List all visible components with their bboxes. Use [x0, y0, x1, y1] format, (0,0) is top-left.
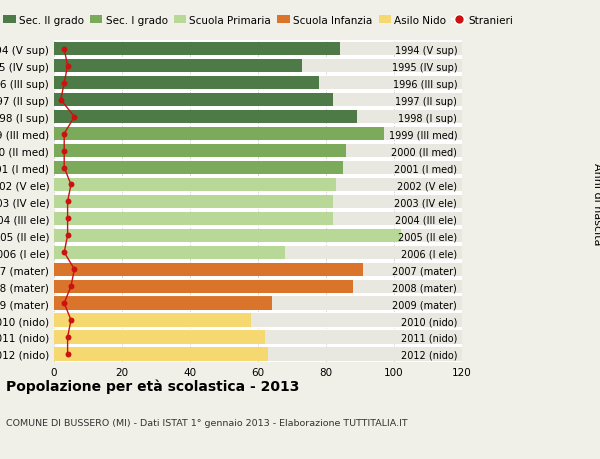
Bar [54, 43, 340, 56]
Bar [54, 196, 333, 208]
Point [63, 351, 73, 358]
Bar [54, 77, 462, 90]
Point [59, 164, 69, 172]
Point [59, 249, 69, 257]
Bar [54, 229, 462, 242]
Text: Popolazione per età scolastica - 2013: Popolazione per età scolastica - 2013 [6, 379, 299, 393]
Point [59, 80, 69, 87]
Bar [54, 297, 462, 310]
Bar [54, 43, 462, 56]
Bar [54, 297, 272, 310]
Bar [54, 145, 346, 158]
Point [66, 283, 76, 290]
Bar [54, 263, 364, 276]
Point [59, 147, 69, 155]
Point [63, 334, 73, 341]
Point [59, 300, 69, 307]
Bar [54, 179, 336, 192]
Bar [54, 162, 343, 175]
Bar [54, 263, 462, 276]
Bar [54, 280, 462, 293]
Bar [54, 314, 251, 327]
Bar [54, 314, 462, 327]
Bar [54, 212, 333, 225]
Bar [54, 330, 265, 344]
Point [66, 181, 76, 189]
Point [59, 131, 69, 138]
Bar [54, 347, 462, 361]
Point [63, 198, 73, 206]
Point [63, 63, 73, 70]
Point [63, 232, 73, 240]
Bar [54, 280, 353, 293]
Bar [54, 212, 462, 225]
Bar [54, 162, 462, 175]
Legend: Sec. II grado, Sec. I grado, Scuola Primaria, Scuola Infanzia, Asilo Nido, Stran: Sec. II grado, Sec. I grado, Scuola Prim… [0, 11, 517, 30]
Bar [54, 196, 462, 208]
Bar [54, 179, 462, 192]
Bar [54, 111, 462, 124]
Bar [54, 246, 285, 259]
Bar [54, 330, 462, 344]
Bar [54, 60, 302, 73]
Point [70, 114, 79, 121]
Point [70, 266, 79, 273]
Bar [54, 347, 268, 361]
Point [66, 317, 76, 324]
Bar [54, 94, 333, 107]
Bar [54, 229, 401, 242]
Point [59, 46, 69, 53]
Point [63, 215, 73, 223]
Bar [54, 77, 319, 90]
Bar [54, 94, 462, 107]
Bar [54, 145, 462, 158]
Bar [54, 60, 462, 73]
Text: Anni di nascita: Anni di nascita [592, 163, 600, 246]
Bar [54, 128, 462, 141]
Bar [54, 246, 462, 259]
Text: COMUNE DI BUSSERO (MI) - Dati ISTAT 1° gennaio 2013 - Elaborazione TUTTITALIA.IT: COMUNE DI BUSSERO (MI) - Dati ISTAT 1° g… [6, 418, 407, 427]
Point [56, 97, 65, 104]
Bar [54, 128, 384, 141]
Bar [54, 111, 356, 124]
